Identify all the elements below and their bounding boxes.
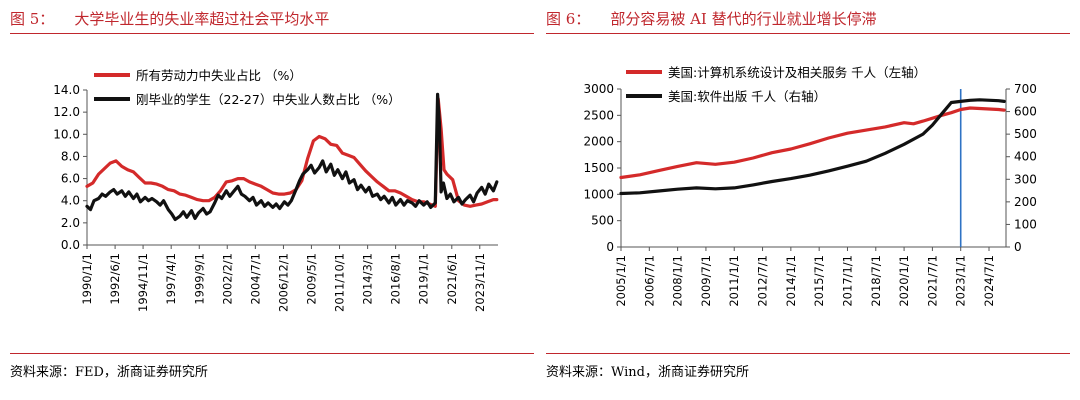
figure-6-bottom-rule (546, 353, 1070, 354)
figure-5-top-rule (10, 33, 534, 34)
y-tick-label: 2500 (583, 108, 614, 122)
y-right-tick-label: 400 (1014, 150, 1037, 164)
figure-5-title: 图 5： 大学毕业生的失业率超过社会平均水平 (10, 8, 329, 29)
figure-6-number: 图 6： (546, 10, 591, 28)
series-line-1 (85, 92, 499, 222)
x-tick-label: 2009/7/1 (699, 255, 713, 307)
x-tick-label: 2019/1/1 (417, 253, 431, 305)
x-tick-label: 2008/1/1 (671, 255, 685, 307)
x-tick-label: 2021/6/1 (445, 253, 459, 305)
y-tick-label: 0.0 (61, 238, 80, 252)
series-line-1 (619, 98, 1006, 196)
figure-6-panel: 图 6： 部分容易被 AI 替代的行业就业增长停滞 0 500 1000 1500 200… (546, 0, 1070, 400)
series-line-0 (619, 106, 1006, 180)
y-tick-label: 1500 (583, 161, 614, 175)
x-tick-label: 1992/6/1 (108, 253, 122, 305)
figure-5-chart: 0.0 2.0 4.0 6.0 8.0 10.0 12.0 14.0 1990/1/1 1992/… (53, 68, 499, 312)
y-right-tick-label: 500 (1014, 127, 1037, 141)
figure-5-bottom-rule (10, 353, 534, 354)
x-tick-label: 2015/7/1 (812, 255, 826, 307)
x-tick-label: 2023/11/1 (473, 253, 487, 312)
x-tick-label: 1994/11/1 (136, 253, 150, 312)
legend-label-0: 美国:计算机系统设计及相关服务 千人（左轴） (668, 65, 926, 80)
legend-label-1: 美国:软件出版 千人（右轴） (668, 89, 826, 104)
x-tick-label: 2004/7/1 (248, 253, 262, 305)
y-tick-label: 2.0 (61, 216, 80, 230)
x-tick-label: 2014/1/1 (784, 255, 798, 307)
x-tick-label: 2005/1/1 (614, 255, 628, 307)
x-tick-label: 1999/9/1 (192, 253, 206, 305)
y-tick-label: 500 (591, 214, 614, 228)
x-tick-label: 2009/5/1 (304, 253, 318, 305)
y-right-tick-label: 100 (1014, 217, 1037, 231)
y-tick-label: 10.0 (53, 127, 80, 141)
x-tick-label: 2021/7/1 (925, 255, 939, 307)
figure-5-number: 图 5： (10, 10, 55, 28)
x-tick-label: 1990/1/1 (80, 253, 94, 305)
y-right-tick-label: 600 (1014, 105, 1037, 119)
y-right-tick-label: 300 (1014, 172, 1037, 186)
x-tick-label: 2006/7/1 (642, 255, 656, 307)
y-tick-label: 12.0 (53, 105, 80, 119)
figure-6-top-rule (546, 33, 1070, 34)
y-tick-label: 1000 (583, 187, 614, 201)
figure-5-panel: 图 5： 大学毕业生的失业率超过社会平均水平 0.0 2.0 4.0 6.0 8.0 10.… (10, 0, 534, 400)
figure-5-source: 资料来源：FED，浙商证券研究所 (10, 365, 208, 380)
y-right-tick-label: 700 (1014, 82, 1037, 96)
x-tick-label: 2020/1/1 (897, 255, 911, 307)
figure-5-title-text: 大学毕业生的失业率超过社会平均水平 (74, 10, 330, 28)
y-tick-label: 0 (606, 240, 614, 254)
y-tick-label: 8.0 (61, 149, 80, 163)
y-tick-label: 3000 (583, 82, 614, 96)
y-tick-label: 6.0 (61, 172, 80, 186)
x-tick-label: 2002/2/1 (220, 253, 234, 305)
x-tick-label: 2014/3/1 (361, 253, 375, 305)
x-tick-label: 2012/7/1 (756, 255, 770, 307)
legend-label-1: 刚毕业的学生（22-27）中失业人数占比 （%） (136, 92, 401, 107)
y-tick-label: 2000 (583, 135, 614, 149)
x-tick-label: 2023/1/1 (954, 255, 968, 307)
figure-6-title: 图 6： 部分容易被 AI 替代的行业就业增长停滞 (546, 8, 877, 29)
legend-label-0: 所有劳动力中失业占比 （%） (136, 68, 302, 83)
x-tick-label: 2011/1/1 (727, 255, 741, 307)
figure-6-title-text: 部分容易被 AI 替代的行业就业增长停滞 (610, 10, 877, 28)
x-tick-label: 2024/7/1 (982, 255, 996, 307)
x-tick-label: 2016/8/1 (389, 253, 403, 305)
x-tick-label: 2017/1/1 (840, 255, 854, 307)
y-tick-label: 4.0 (61, 194, 80, 208)
x-tick-label: 2018/7/1 (869, 255, 883, 307)
x-tick-label: 2006/12/1 (276, 253, 290, 312)
y-tick-label: 14.0 (53, 83, 80, 97)
y-right-tick-label: 200 (1014, 195, 1037, 209)
y-right-tick-label: 0 (1014, 240, 1022, 254)
figure-6-chart: 0 500 1000 1500 2000 2500 3000 0 100 200 300 400 500… (583, 65, 1037, 307)
x-tick-label: 2011/10/1 (333, 253, 347, 312)
x-tick-label: 1997/4/1 (164, 253, 178, 305)
figure-6-source: 资料来源：Wind，浙商证券研究所 (546, 365, 749, 380)
